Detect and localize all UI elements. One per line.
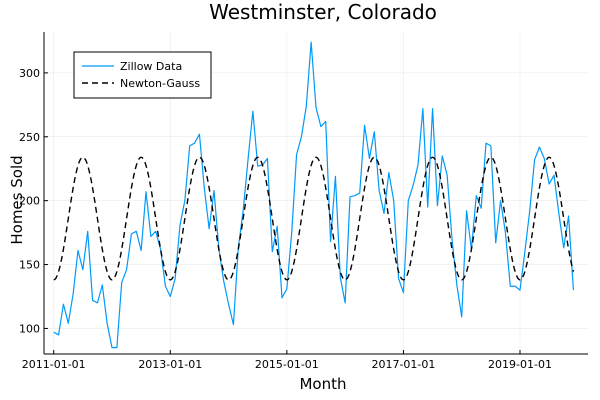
y-axis-label: Homes Sold bbox=[8, 155, 26, 244]
legend-box bbox=[73, 51, 212, 99]
legend: Zillow Data Newton-Gauss bbox=[73, 51, 212, 99]
chart-title: Westminster, Colorado bbox=[209, 0, 437, 24]
x-tick-label: 2019-01-01 bbox=[488, 358, 552, 371]
series-layer bbox=[53, 41, 575, 349]
axes: 2011-01-01 2013-01-01 2015-01-01 2017-01-01… bbox=[19, 32, 588, 371]
y-tick-label: 300 bbox=[19, 67, 40, 80]
legend-entry: Zillow Data bbox=[120, 60, 182, 73]
x-tick-label: 2013-01-01 bbox=[138, 358, 202, 371]
y-tick-label: 150 bbox=[19, 259, 40, 272]
y-tick-label: 200 bbox=[19, 195, 40, 208]
zillow-data-line bbox=[53, 41, 575, 349]
y-tick-label: 100 bbox=[19, 322, 40, 335]
legend-entry: Newton-Gauss bbox=[120, 77, 200, 90]
x-tick-label: 2017-01-01 bbox=[371, 358, 435, 371]
x-tick-label: 2011-01-01 bbox=[22, 358, 86, 371]
x-axis-label: Month bbox=[299, 375, 346, 393]
x-tick-label: 2015-01-01 bbox=[255, 358, 319, 371]
y-tick-label: 250 bbox=[19, 131, 40, 144]
newton-gauss-fit-line bbox=[53, 156, 575, 281]
